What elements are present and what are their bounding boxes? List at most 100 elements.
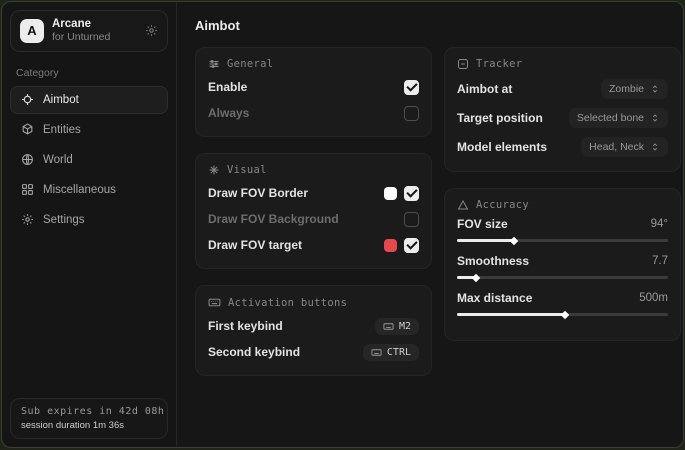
- fov-background-checkbox[interactable]: [404, 211, 419, 227]
- keyboard-icon: [208, 296, 221, 309]
- sub-expiry-text: Sub expires in 42d 08h: [21, 406, 165, 417]
- slider-label: Smoothness: [457, 254, 530, 268]
- right-column: Tracker Aimbot at Zombie: [444, 47, 681, 341]
- setting-label: Draw FOV Background: [208, 212, 339, 226]
- slider-fill: [457, 313, 565, 316]
- gear-icon: [21, 213, 34, 226]
- always-checkbox[interactable]: [404, 105, 419, 121]
- visual-card: Visual Draw FOV Border Draw FOV Backgrou…: [195, 153, 432, 269]
- section-title: Tracker: [476, 58, 523, 70]
- second-keybind-button[interactable]: CTRL: [362, 343, 419, 361]
- setting-row-fov-border: Draw FOV Border: [208, 182, 419, 204]
- sidebar-item-label: Aimbot: [43, 93, 79, 106]
- slider-fill: [457, 239, 514, 242]
- slider-value: 7.7: [652, 255, 668, 267]
- globe-icon: [21, 153, 34, 166]
- color-swatch[interactable]: [384, 186, 397, 200]
- logo-card: A Arcane for Unturned: [10, 10, 168, 52]
- subscription-card: Sub expires in 42d 08h session duration …: [10, 398, 168, 439]
- gear-icon[interactable]: [145, 24, 158, 37]
- sparkle-icon: [208, 164, 220, 176]
- app-logo: A: [20, 18, 44, 43]
- enable-checkbox[interactable]: [404, 79, 419, 95]
- setting-label: Second keybind: [208, 345, 301, 359]
- slider-value: 500m: [639, 292, 668, 304]
- setting-label: First keybind: [208, 319, 283, 333]
- chevron-up-down-icon: [650, 113, 660, 123]
- dropdown-value: Head, Neck: [589, 140, 644, 153]
- cube-icon: [21, 123, 34, 136]
- session-duration-text: session duration 1m 36s: [21, 420, 124, 431]
- sidebar-item-label: Settings: [43, 213, 85, 226]
- sidebar-item-world[interactable]: World: [10, 146, 168, 174]
- setting-row-always: Always: [208, 102, 419, 124]
- accuracy-card: Accuracy FOV size 94° Smoothness: [444, 188, 681, 341]
- setting-label: Aimbot at: [457, 81, 513, 96]
- setting-label: Enable: [208, 80, 248, 94]
- max-distance-slider[interactable]: [457, 313, 668, 316]
- dropdown-value: Selected bone: [576, 111, 644, 124]
- fov-border-checkbox[interactable]: [404, 185, 419, 201]
- setting-row-model-elements: Model elements Head, Neck: [457, 134, 668, 159]
- setting-row-aimbot-at: Aimbot at Zombie: [457, 76, 668, 101]
- fov-target-checkbox[interactable]: [404, 237, 419, 253]
- left-column: General Enable Always: [195, 47, 432, 376]
- sidebar-nav: Aimbot Entities World: [10, 85, 168, 235]
- aimbot-at-dropdown[interactable]: Zombie: [600, 78, 668, 99]
- setting-row-target-position: Target position Selected bone: [457, 105, 668, 130]
- activation-card: Activation buttons First keybind M2: [195, 285, 432, 376]
- slider-label: Max distance: [457, 291, 533, 305]
- section-title: Visual: [227, 164, 267, 176]
- slider-value: 94°: [650, 218, 668, 230]
- chevron-up-down-icon: [650, 142, 660, 152]
- keybind-value: M2: [398, 320, 411, 332]
- app-subtitle: for Unturned: [52, 31, 111, 44]
- setting-label: Draw FOV Border: [208, 186, 309, 200]
- setting-label: Draw FOV target: [208, 238, 303, 252]
- setting-row-fov-background: Draw FOV Background: [208, 208, 419, 230]
- setting-label: Always: [208, 106, 250, 120]
- first-keybind-button[interactable]: M2: [374, 317, 419, 335]
- color-swatch[interactable]: [384, 238, 397, 252]
- section-title: Accuracy: [476, 199, 529, 211]
- tracker-card: Tracker Aimbot at Zombie: [444, 47, 681, 172]
- dropdown-value: Zombie: [608, 82, 644, 95]
- crosshair-icon: [21, 93, 34, 106]
- smoothness-slider[interactable]: [457, 276, 668, 279]
- setting-row-fov-target: Draw FOV target: [208, 234, 419, 256]
- sidebar-item-settings[interactable]: Settings: [10, 206, 168, 234]
- section-title: General: [227, 58, 274, 70]
- sidebar-item-miscellaneous[interactable]: Miscellaneous: [10, 176, 168, 204]
- setting-label: Model elements: [457, 139, 548, 154]
- slider-label: FOV size: [457, 217, 508, 231]
- app-title: Arcane: [52, 18, 91, 30]
- chevron-up-down-icon: [650, 84, 660, 94]
- sidebar-item-entities[interactable]: Entities: [10, 116, 168, 144]
- fov-size-slider-group: FOV size 94°: [457, 217, 668, 242]
- fov-size-slider[interactable]: [457, 239, 668, 242]
- smoothness-slider-group: Smoothness 7.7: [457, 254, 668, 279]
- keyboard-icon: [371, 347, 382, 358]
- model-elements-dropdown[interactable]: Head, Neck: [581, 136, 668, 157]
- sidebar-item-aimbot[interactable]: Aimbot: [10, 85, 168, 114]
- setting-row-second-keybind: Second keybind CTRL: [208, 341, 419, 363]
- slider-fill: [457, 276, 476, 279]
- target-position-dropdown[interactable]: Selected bone: [568, 107, 668, 128]
- main-content: Aimbot General: [177, 2, 683, 447]
- page-title: Aimbot: [195, 18, 240, 33]
- scan-box-icon: [457, 58, 469, 70]
- grid-icon: [21, 183, 34, 196]
- sidebar-item-label: Miscellaneous: [43, 183, 116, 196]
- triangle-icon: [457, 199, 469, 211]
- sidebar-item-label: World: [43, 153, 73, 166]
- keyboard-icon: [383, 321, 394, 332]
- setting-row-first-keybind: First keybind M2: [208, 315, 419, 337]
- max-distance-slider-group: Max distance 500m: [457, 291, 668, 316]
- keybind-value: CTRL: [386, 346, 411, 358]
- setting-label: Target position: [457, 110, 543, 125]
- section-title: Activation buttons: [228, 296, 348, 309]
- sliders-icon: [208, 58, 220, 70]
- general-card: General Enable Always: [195, 47, 432, 137]
- setting-row-enable: Enable: [208, 76, 419, 98]
